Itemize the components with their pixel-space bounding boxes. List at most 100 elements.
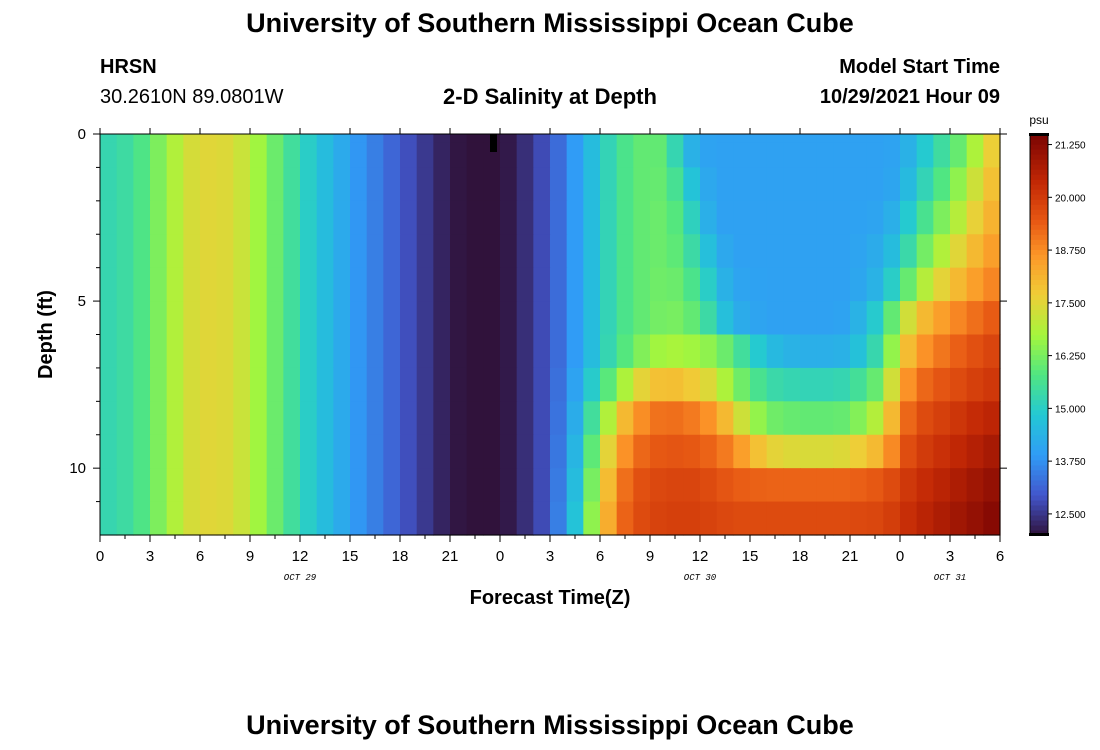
colorbar-segment [1030,319,1048,326]
heatmap-cell [633,301,651,336]
heatmap-cell [700,200,718,235]
heatmap-cell [666,200,684,235]
heatmap-cell [383,434,401,469]
heatmap-cell [516,434,534,469]
heatmap-cell [500,468,518,503]
heatmap-cell [800,334,818,369]
heatmap-cell [900,142,918,169]
colorbar-segment [1030,509,1048,516]
heatmap-cell [766,334,784,369]
heatmap-cell [800,301,818,336]
heatmap-cell [666,401,684,436]
heatmap-cell [266,134,284,143]
heatmap-cell [233,434,251,469]
heatmap-cell [133,301,151,336]
heatmap-cell [100,134,118,143]
heatmap-cell [416,142,434,169]
heatmap-cell [633,142,651,169]
x-tick-label: 0 [496,548,504,565]
heatmap-cell [616,200,634,235]
heatmap-cell [383,134,401,143]
heatmap-cell [250,134,268,143]
heatmap-cell [150,367,168,402]
heatmap-cell [333,134,351,143]
heatmap-cell [533,167,551,202]
heatmap-cell [916,200,934,235]
heatmap-cell [300,468,318,503]
heatmap-cell [833,134,851,143]
date-label: OCT 31 [934,573,966,583]
heatmap-cell [733,367,751,402]
heatmap-cell [616,401,634,436]
heatmap-cell [450,167,468,202]
heatmap-cell [900,167,918,202]
heatmap-cell [800,142,818,169]
heatmap-cell [733,234,751,269]
colorbar-tick-label: 20.000 [1055,193,1086,204]
heatmap-cell [666,267,684,302]
colorbar-segment [1030,419,1048,426]
heatmap-cell [583,334,601,369]
heatmap-cell [150,142,168,169]
colorbar-segment [1030,344,1048,351]
heatmap-cell [250,234,268,269]
heatmap-cell [450,200,468,235]
heatmap-cell [100,401,118,436]
heatmap-cell [283,401,301,436]
model-start-label: Model Start Time [839,56,1000,78]
heatmap-cell [533,301,551,336]
heatmap-cell [966,234,984,269]
heatmap-cell [833,401,851,436]
heatmap-cell [766,142,784,169]
heatmap-cell [716,334,734,369]
heatmap-cell [466,434,484,469]
heatmap-cell [966,134,984,143]
heatmap-cell [116,134,134,143]
heatmap-cell [633,434,651,469]
heatmap-cell [483,234,501,269]
heatmap-cell [683,434,701,469]
colorbar-segment [1030,329,1048,336]
heatmap-cell [633,468,651,503]
heatmap-cell [333,301,351,336]
heatmap-cell [316,434,334,469]
heatmap-cell [600,267,618,302]
heatmap-cell [183,434,201,469]
heatmap-cell [400,200,418,235]
heatmap-cell [683,267,701,302]
heatmap-cell [633,334,651,369]
heatmap-cell [783,501,801,536]
heatmap-cell [183,501,201,536]
heatmap-cell [516,501,534,536]
heatmap-cell [583,234,601,269]
colorbar-segment [1030,159,1048,165]
heatmap-cell [616,501,634,536]
heatmap-cell [783,434,801,469]
colorbar-tick-label: 21.250 [1055,141,1086,152]
heatmap-cell [783,401,801,436]
heatmap-cell [216,301,234,336]
heatmap-cell [450,134,468,143]
heatmap-cell [983,367,1001,402]
heatmap-cell [833,501,851,536]
heatmap-cell [716,367,734,402]
heatmap-cell [750,142,768,169]
heatmap-cell [466,334,484,369]
heatmap-cell [450,142,468,169]
heatmap-cell [133,134,151,143]
heatmap-cell [550,267,568,302]
heatmap-cell [200,501,218,536]
heatmap-cell [216,134,234,143]
heatmap-cell [933,401,951,436]
colorbar-segment [1030,449,1048,456]
heatmap-cell [716,434,734,469]
heatmap-cell [483,501,501,536]
heatmap-cell [650,267,668,302]
heatmap-cell [800,501,818,536]
heatmap-cell [583,401,601,436]
heatmap-cell [650,167,668,202]
heatmap-cell [633,501,651,536]
heatmap-cell [933,501,951,536]
heatmap-cell [483,167,501,202]
heatmap-cell [250,301,268,336]
